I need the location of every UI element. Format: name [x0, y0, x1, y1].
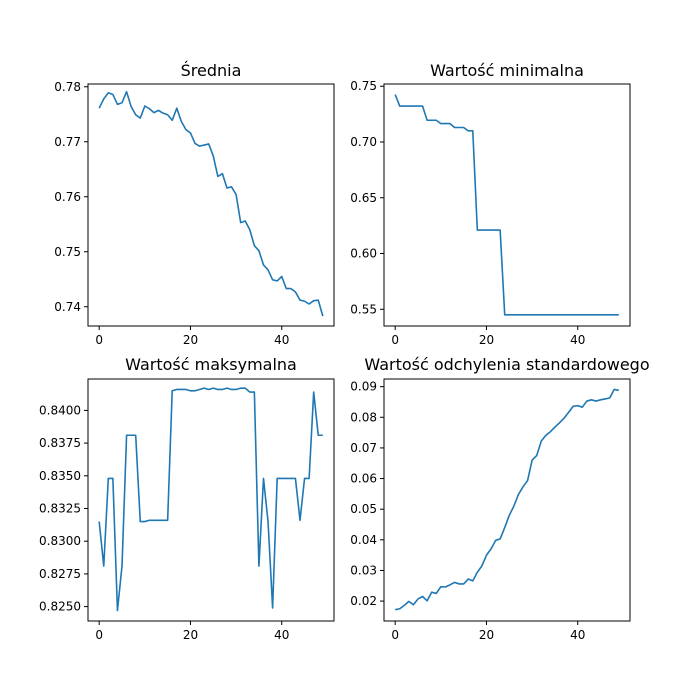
y-tick-label: 0.03 — [350, 563, 377, 577]
x-tick-label: 20 — [183, 628, 198, 642]
x-tick-label: 0 — [391, 628, 399, 642]
y-tick-label: 0.78 — [54, 80, 81, 94]
y-tick-label: 0.76 — [54, 190, 81, 204]
x-tick-label: 40 — [570, 333, 585, 347]
y-tick-label: 0.08 — [350, 410, 377, 424]
x-tick-label: 20 — [183, 333, 198, 347]
series-line — [394, 94, 619, 316]
y-tick-label: 0.70 — [350, 135, 377, 149]
y-tick-label: 0.8300 — [39, 534, 81, 548]
y-tick-label: 0.04 — [350, 533, 377, 547]
y-tick-label: 0.77 — [54, 135, 81, 149]
x-tick-label: 0 — [95, 333, 103, 347]
subplot-standard-deviation: Wartość odchylenia standardowego 0 20 40 0.… — [350, 355, 649, 642]
y-tick-label: 0.09 — [350, 380, 377, 394]
y-tick-label: 0.60 — [350, 247, 377, 261]
y-tick-label: 0.55 — [350, 302, 377, 316]
y-tick-label: 0.8350 — [39, 469, 81, 483]
x-tick-label: 20 — [479, 628, 494, 642]
x-tick-label: 40 — [274, 628, 289, 642]
subplot-title: Średnia — [181, 61, 242, 80]
subplot-mean: Średnia 0 20 40 0.74 0.75 0.76 0.77 0.78 — [54, 61, 335, 347]
y-tick-label: 0.8250 — [39, 600, 81, 614]
y-tick-label: 0.8375 — [39, 436, 81, 450]
y-tick-label: 0.75 — [350, 79, 377, 93]
series-line — [98, 90, 324, 317]
y-tick-label: 0.05 — [350, 502, 377, 516]
axes-frame — [383, 83, 631, 327]
subplot-title: Wartość minimalna — [430, 61, 584, 80]
subplot-maximum: Wartość maksymalna 0 20 40 0.8250 0.8275 0.83… — [39, 355, 335, 642]
y-tick-label: 0.8400 — [39, 403, 81, 417]
x-tick-label: 40 — [570, 628, 585, 642]
y-tick-label: 0.75 — [54, 245, 81, 259]
y-tick-label: 0.07 — [350, 441, 377, 455]
y-tick-label: 0.06 — [350, 472, 377, 486]
x-tick-label: 0 — [391, 333, 399, 347]
axes-frame — [383, 378, 631, 622]
series-line — [98, 387, 323, 612]
subplot-title: Wartość odchylenia standardowego — [364, 355, 649, 374]
subplot-minimum: Wartość minimalna 0 20 40 0.55 0.60 0.65 0.70 0… — [350, 61, 631, 347]
axes-frame — [87, 83, 335, 327]
y-tick-label: 0.8325 — [39, 502, 81, 516]
axes-frame — [87, 378, 335, 622]
x-tick-label: 0 — [95, 628, 103, 642]
series-line — [395, 388, 619, 611]
y-tick-label: 0.65 — [350, 191, 377, 205]
y-tick-label: 0.8275 — [39, 567, 81, 581]
x-tick-label: 20 — [479, 333, 494, 347]
y-tick-label: 0.74 — [54, 300, 81, 314]
x-tick-label: 40 — [274, 333, 289, 347]
y-tick-label: 0.02 — [350, 594, 377, 608]
subplot-title: Wartość maksymalna — [125, 355, 297, 374]
